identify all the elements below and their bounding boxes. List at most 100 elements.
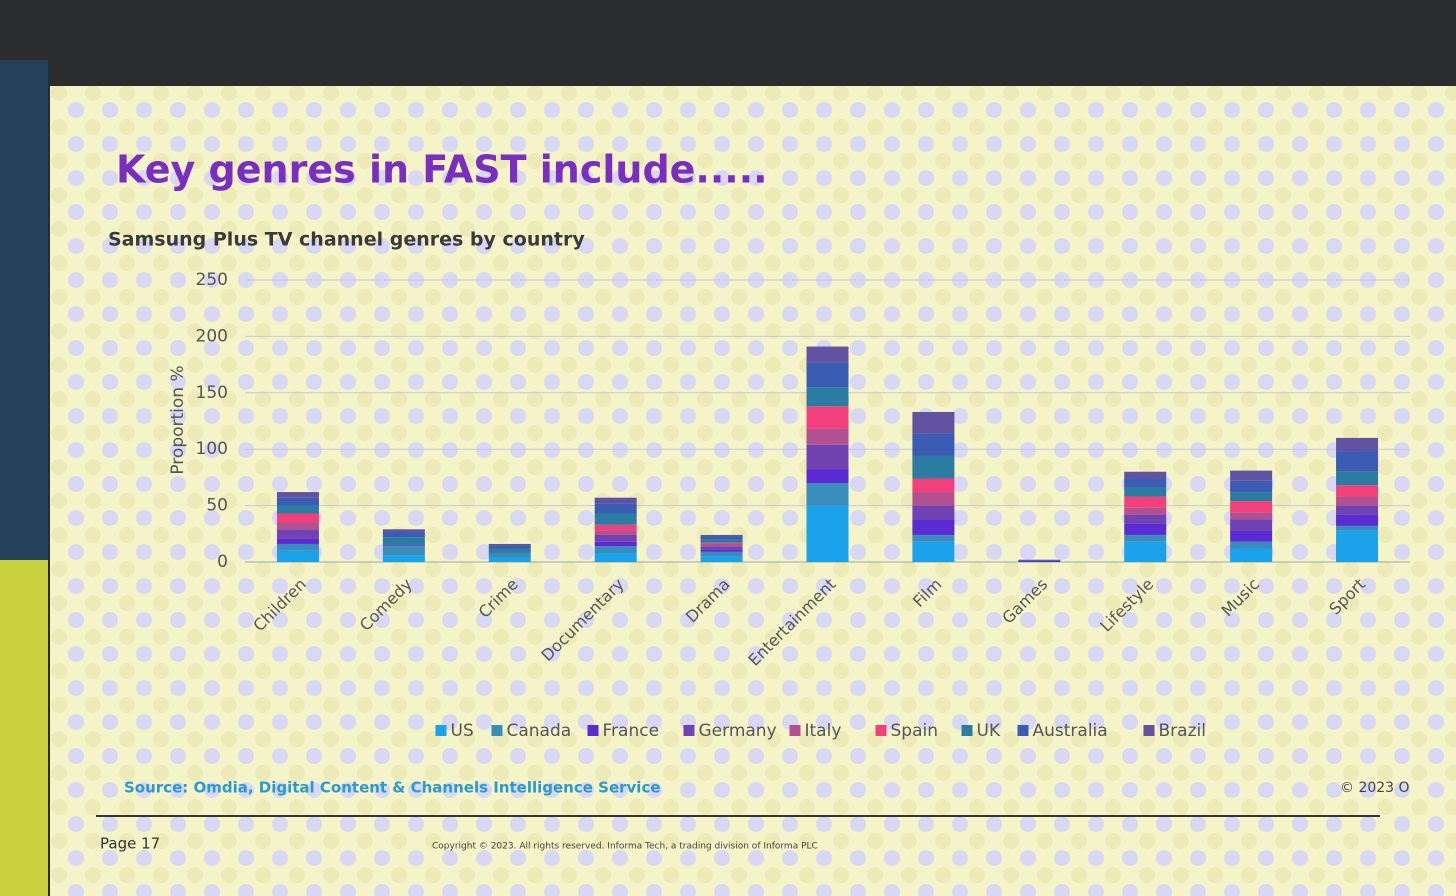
bar-segment [1124, 496, 1167, 508]
bar-segment [276, 522, 319, 530]
bar-segment [806, 362, 849, 388]
bar-segment [700, 536, 743, 540]
bar-segment [1124, 478, 1167, 488]
bar-segment [700, 546, 743, 550]
bar-segment [1230, 530, 1273, 542]
bar-segment [382, 555, 425, 562]
bar-segment [1018, 560, 1061, 562]
bar-segment [700, 534, 743, 537]
bar-segment [700, 551, 743, 557]
bar-segment [700, 542, 743, 544]
bar-segment [912, 433, 955, 456]
legend-swatch [875, 725, 887, 736]
bar-segment [382, 546, 425, 556]
legend-swatch [683, 725, 695, 736]
y-tick-label: 0 [217, 552, 228, 572]
legend-label: Italy [805, 721, 842, 741]
bar-segment [1230, 519, 1273, 531]
legend-label: Spain [891, 721, 939, 741]
bar-segment [1124, 534, 1167, 542]
bar-segment [1230, 548, 1273, 562]
legend-swatch [1017, 725, 1029, 736]
bar-segment [1230, 492, 1273, 502]
bar-segment [912, 519, 955, 535]
bar-segment [912, 411, 955, 434]
legend-swatch [435, 725, 447, 736]
bar-segment [700, 543, 743, 547]
bar-segment [594, 541, 637, 547]
bar-segment [1230, 470, 1273, 481]
bar-segment [1018, 559, 1061, 561]
bar-segment [1124, 507, 1167, 515]
side-accent [0, 560, 48, 896]
bar-segment [1230, 541, 1273, 549]
legend-label: Australia [1033, 721, 1108, 741]
bar-segment [1124, 487, 1167, 497]
source: Source: Omdia, Digital Content & Channel… [124, 779, 661, 797]
bar-segment [1124, 514, 1167, 524]
legend-label: Canada [507, 721, 572, 741]
legend-label: Germany [699, 721, 777, 741]
bar-segment [594, 534, 637, 542]
bar-segment [276, 529, 319, 539]
bar-segment [594, 513, 637, 525]
bar-segment [1124, 471, 1167, 479]
bar-segment [1124, 523, 1167, 535]
legend-swatch [491, 725, 503, 736]
bar-segment [1230, 512, 1273, 520]
bar-segment [276, 543, 319, 551]
legend-label: Brazil [1159, 721, 1206, 741]
bar-segment [1230, 501, 1273, 513]
bar-segment [1336, 525, 1379, 531]
legend-swatch [789, 725, 801, 736]
bar-segment [488, 557, 531, 562]
bar-segment [912, 534, 955, 542]
bar-segment [806, 505, 849, 562]
bar-segment [700, 549, 743, 552]
legend-swatch [1143, 725, 1155, 736]
bar-segment [1336, 451, 1379, 472]
page-number: Page 17 [100, 835, 160, 853]
bar-segment [806, 469, 849, 484]
bar-segment [594, 524, 637, 531]
legend-label: France [603, 721, 660, 741]
legend-swatch [587, 725, 599, 736]
bar-segment [488, 545, 531, 549]
bar-segment [1336, 530, 1379, 562]
corner-note: © 2023 O [1340, 780, 1410, 796]
bar-segment [1230, 480, 1273, 493]
bar-segment [382, 537, 425, 546]
chart-title: Samsung Plus TV channel genres by countr… [108, 229, 585, 251]
y-tick-label: 250 [196, 270, 228, 290]
bar-segment [806, 428, 849, 445]
bar-segment [382, 529, 425, 532]
y-tick-label: 150 [196, 383, 228, 403]
y-axis-label: Proportion % [168, 365, 188, 474]
bar-segment [594, 530, 637, 535]
y-tick-label: 200 [196, 326, 228, 346]
y-tick-label: 100 [196, 439, 228, 459]
bar-segment [806, 387, 849, 407]
bar-segment [488, 543, 531, 546]
bar-segment [912, 478, 955, 493]
bar-segment [806, 346, 849, 363]
bar-segment [276, 550, 319, 562]
bar-segment [382, 531, 425, 538]
bar-segment [276, 513, 319, 523]
legend-swatch [961, 725, 973, 736]
bar-segment [1336, 505, 1379, 515]
bar-segment [276, 538, 319, 544]
bar-segment [594, 552, 637, 562]
bar-segment [488, 552, 531, 558]
bar-segment [1124, 541, 1167, 562]
bar-segment [594, 546, 637, 553]
bar-segment [700, 539, 743, 543]
bar-segment [276, 497, 319, 506]
legend-label: UK [977, 721, 1001, 741]
bar-segment [1336, 496, 1379, 506]
slide [50, 86, 1456, 896]
bar-segment [594, 497, 637, 504]
bar-segment [806, 406, 849, 429]
bar-segment [594, 503, 637, 514]
